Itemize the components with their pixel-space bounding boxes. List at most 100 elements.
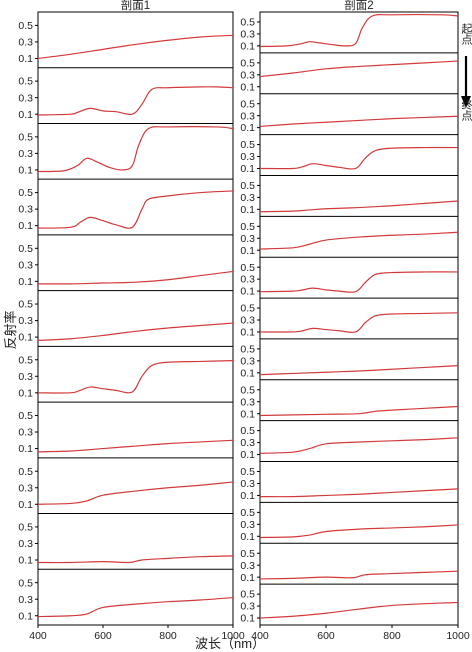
reflectance-curve xyxy=(259,437,459,454)
y-tick-label: 0.3 xyxy=(240,110,255,122)
subplot-2-9: 0.50.30.1 xyxy=(240,338,459,379)
reflectance-curve xyxy=(259,146,459,170)
y-tick-label: 0.1 xyxy=(240,367,255,379)
subplot-1-2: 0.5 0.3 0.1 xyxy=(18,67,234,121)
y-tick-label: 0.3 xyxy=(240,601,255,613)
y-tick-label: 0.5 xyxy=(18,76,33,88)
subplot-2-1: 0.50.30.1 xyxy=(240,14,459,52)
y-tick-label: 0.1 xyxy=(18,443,33,455)
y-tick-label: 0.3 xyxy=(240,151,255,163)
reflectance-curve xyxy=(37,322,234,341)
subplot-2-3: 0.50.30.1 xyxy=(240,93,459,134)
reflectance-curve xyxy=(259,60,459,78)
subplot-1-9: 0.5 0.3 0.1 xyxy=(18,457,234,511)
x-tick-label: 1000 xyxy=(221,630,245,642)
y-tick-label: 0.3 xyxy=(240,69,255,81)
y-tick-label: 0.1 xyxy=(240,572,255,584)
y-tick-label: 0.5 xyxy=(18,466,33,478)
subplot-1-3: 0.5 0.3 0.1 xyxy=(18,122,234,177)
y-tick-label: 0.1 xyxy=(240,81,255,93)
y-tick-label: 0.5 xyxy=(18,354,33,366)
reflectance-curve xyxy=(259,200,459,213)
x-tick-label: 800 xyxy=(159,630,177,642)
direction-arrow-head xyxy=(461,96,471,108)
subplot-2-4: 0.50.30.1 xyxy=(240,134,459,175)
y-tick-label: 0.3 xyxy=(240,478,255,490)
y-tick-label: 0.3 xyxy=(18,37,33,49)
subplot-2-10: 0.50.30.1 xyxy=(240,379,459,420)
y-tick-label: 0.3 xyxy=(18,371,33,383)
reflectance-curve xyxy=(37,126,234,173)
y-tick-label: 0.5 xyxy=(18,577,33,589)
reflectance-curve xyxy=(259,488,459,498)
y-tick-label: 0.3 xyxy=(240,315,255,327)
subplot-2-15: 0.50.30.1 xyxy=(240,583,459,625)
y-tick-label: 0.1 xyxy=(240,327,255,339)
reflectance-curve xyxy=(37,34,234,60)
y-tick-label: 0.3 xyxy=(240,192,255,204)
y-tick-label: 0.5 xyxy=(18,522,33,534)
y-tick-label: 0.3 xyxy=(18,204,33,216)
y-tick-label: 0.1 xyxy=(18,220,33,232)
end-label: 终点 xyxy=(460,98,472,122)
y-tick-label: 0.3 xyxy=(18,594,33,606)
y-tick-label: 0.3 xyxy=(18,315,33,327)
reflectance-curve xyxy=(259,115,459,128)
y-tick-label: 0.5 xyxy=(240,262,255,274)
panel-2: 剖面20.50.30.10.50.30.10.50.30.10.50.30.10… xyxy=(240,0,469,642)
panel-title: 剖面2 xyxy=(344,0,373,12)
y-tick-label: 0.3 xyxy=(18,482,33,494)
panel-1: 剖面1 0.5 0.3 0.1 0.5 0.3 0.1 0.5 0.3 0.1 0.5 0.3 0.1 0… xyxy=(18,0,244,642)
y-tick-label: 0.3 xyxy=(240,560,255,572)
y-tick-label: 0.3 xyxy=(18,538,33,550)
reflectance-curve xyxy=(259,601,459,619)
profile-direction-indicator: 起点 终点 xyxy=(460,23,472,122)
y-tick-label: 0.3 xyxy=(18,148,33,160)
y-tick-label: 0.1 xyxy=(18,165,33,177)
reflectance-curve xyxy=(259,365,459,376)
panel-title: 剖面1 xyxy=(121,0,150,12)
reflectance-curve xyxy=(37,555,234,564)
x-axis-label: 波长（nm） xyxy=(195,636,265,651)
y-tick-label: 0.3 xyxy=(18,427,33,439)
y-axis-label: 反射率 xyxy=(3,310,18,349)
y-tick-label: 0.1 xyxy=(18,332,33,344)
y-tick-label: 0.1 xyxy=(240,408,255,420)
y-tick-label: 0.5 xyxy=(240,139,255,151)
y-tick-label: 0.3 xyxy=(240,519,255,531)
y-tick-label: 0.1 xyxy=(240,490,255,502)
subplot-2-7: 0.50.30.1 xyxy=(240,256,459,298)
y-tick-label: 0.5 xyxy=(240,180,255,192)
y-tick-label: 0.5 xyxy=(18,131,33,143)
reflectance-curve xyxy=(37,270,234,285)
subplot-2-5: 0.50.30.1 xyxy=(240,174,459,216)
y-tick-label: 0.1 xyxy=(240,613,255,625)
y-tick-label: 0.5 xyxy=(18,20,33,32)
subplot-1-5: 0.5 0.3 0.1 xyxy=(18,234,234,288)
reflectance-curve xyxy=(259,271,459,293)
y-tick-label: 0.1 xyxy=(240,40,255,52)
y-tick-label: 0.5 xyxy=(240,57,255,69)
y-tick-label: 0.5 xyxy=(240,98,255,110)
y-tick-label: 0.5 xyxy=(240,17,255,29)
panels-layer: 剖面10.50.30.10.50.30.10.50.30.10.50.30.10… xyxy=(18,0,469,642)
y-tick-label: 0.5 xyxy=(18,299,33,311)
y-tick-label: 0.1 xyxy=(18,387,33,399)
y-tick-label: 0.3 xyxy=(240,233,255,245)
y-tick-label: 0.3 xyxy=(240,29,255,41)
subplot-1-10: 0.5 0.3 0.1 xyxy=(18,513,234,567)
reflectance-curve xyxy=(259,524,459,539)
y-tick-label: 0.5 xyxy=(240,425,255,437)
y-tick-label: 0.1 xyxy=(18,499,33,511)
subplot-1-6: 0.5 0.3 0.1 xyxy=(18,290,234,344)
x-tick-label: 600 xyxy=(94,630,112,642)
y-tick-label: 0.5 xyxy=(240,589,255,601)
y-tick-label: 0.1 xyxy=(18,276,33,288)
y-tick-label: 0.3 xyxy=(18,259,33,271)
y-tick-label: 0.3 xyxy=(240,437,255,449)
y-tick-label: 0.1 xyxy=(240,449,255,461)
y-tick-label: 0.3 xyxy=(240,274,255,286)
x-tick-label: 400 xyxy=(29,630,47,642)
subplot-2-2: 0.50.30.1 xyxy=(240,52,459,93)
